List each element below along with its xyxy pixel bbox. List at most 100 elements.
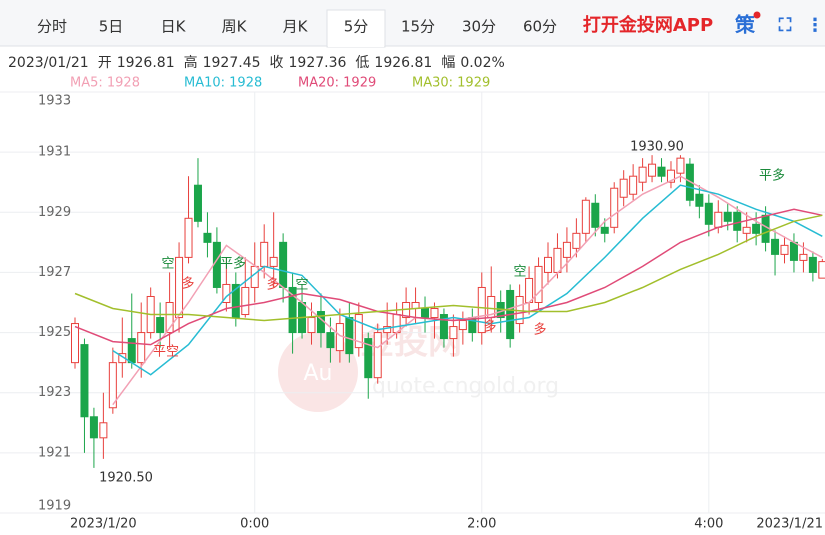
ma-line: [112, 175, 823, 406]
candle-body: [704, 202, 713, 225]
candle-body: [761, 214, 770, 243]
candle-body: [373, 332, 382, 379]
candle-body: [808, 256, 817, 273]
candle-body: [525, 277, 534, 304]
tab[interactable]: 分时: [37, 18, 67, 36]
brand[interactable]: 打开金投网APP: [583, 14, 713, 36]
candle-body: [449, 326, 458, 340]
info-label: 高: [184, 54, 198, 71]
candle-body: [695, 193, 704, 207]
candle-body: [610, 187, 619, 228]
x-tick-label: 2023/1/21: [756, 517, 823, 532]
candle-body: [771, 238, 780, 255]
candle-body: [562, 241, 571, 258]
annotation: 平多: [759, 168, 785, 184]
candle-body: [165, 302, 174, 334]
candle-body: [581, 199, 590, 234]
candle-body: [345, 317, 354, 355]
y-tick-label: 1919: [38, 499, 71, 514]
annotation: 1930.90: [630, 140, 684, 155]
candle-body: [89, 416, 98, 439]
candle-body: [619, 178, 628, 198]
x-tick-label: 2023/1/20: [70, 517, 137, 532]
candle-body: [354, 314, 363, 349]
candle-body: [260, 241, 269, 267]
info-value: 0.02%: [460, 55, 504, 71]
candle-body: [175, 256, 184, 319]
y-tick-label: 1931: [38, 145, 71, 160]
annotation: 多: [266, 277, 279, 293]
tab[interactable]: 5分: [344, 18, 369, 36]
candle-body: [572, 232, 581, 249]
candle-body: [591, 202, 600, 228]
legend-entry: MA20: 1929: [298, 76, 376, 91]
info-label: 收: [270, 55, 284, 71]
legend-entry: MA30: 1929: [412, 76, 490, 91]
watermark-text: Au: [304, 361, 333, 386]
x-tick-label: 4:00: [694, 517, 723, 532]
annotation: 空: [513, 265, 526, 280]
tab[interactable]: 60分: [523, 18, 557, 36]
ma-line: [74, 214, 823, 322]
candle-body: [458, 320, 467, 331]
info-date: 2023/01/21: [8, 55, 89, 71]
y-tick-label: 1927: [38, 265, 71, 280]
tab[interactable]: 周K: [222, 18, 248, 36]
annotation: 平多: [220, 256, 246, 272]
candle-body: [818, 261, 825, 279]
watermark-logo: [278, 332, 358, 412]
candle-body: [553, 247, 562, 273]
candle-body: [544, 256, 552, 273]
candle-body: [742, 226, 751, 234]
ma-line: [74, 208, 823, 346]
annotation: 多: [533, 322, 546, 338]
candle-body: [600, 226, 609, 234]
candle-body: [241, 286, 250, 316]
info-label: 开: [98, 55, 112, 71]
annotation: 平空: [153, 345, 179, 360]
candle-body: [137, 332, 146, 364]
annotation: 1920.50: [99, 471, 153, 486]
x-tick-label: 2:00: [467, 517, 496, 532]
ma-line: [112, 184, 823, 376]
candle-body: [638, 166, 647, 183]
candle-body: [269, 256, 278, 267]
candle-body: [364, 338, 373, 379]
candle-body: [676, 157, 685, 174]
candle-body: [156, 317, 165, 334]
notice-dot: [753, 11, 761, 19]
candle-body: [250, 265, 259, 288]
annotation: 空: [295, 278, 308, 293]
candle-body: [666, 169, 675, 183]
candle-body: [477, 286, 486, 334]
candle-body: [780, 244, 789, 255]
toolbar-icon[interactable]: ⛶: [778, 15, 792, 36]
y-tick-label: 1925: [38, 325, 71, 340]
tab-bar: [0, 0, 825, 46]
legend-entry: MA10: 1928: [184, 76, 262, 91]
tab[interactable]: 日K: [161, 18, 187, 36]
candle-body: [657, 166, 666, 177]
candle-body: [789, 241, 798, 261]
legend-entry: MA5: 1928: [70, 76, 140, 91]
y-tick-label: 1933: [38, 94, 71, 109]
tab[interactable]: 5日: [99, 18, 124, 36]
tab[interactable]: 15分: [401, 18, 435, 36]
info-value: 1927.45: [203, 55, 261, 71]
candle-body: [71, 323, 79, 364]
candle-body: [326, 332, 335, 349]
x-tick-label: 0:00: [240, 517, 269, 532]
candle-body: [439, 314, 448, 340]
y-tick-label: 1921: [38, 445, 71, 460]
toolbar-icon[interactable]: ⋮: [806, 15, 824, 36]
candle-body: [752, 223, 761, 234]
candle-body: [108, 362, 117, 409]
info-label: 幅: [441, 55, 455, 71]
watermark: Au 金投网 quote.cngold.org: [278, 323, 559, 412]
info-line: 2023/01/21 开 1926.81 高 1927.45 收 1927.36 低 1926.…: [8, 54, 505, 71]
info-value: 1926.81: [117, 55, 175, 71]
toolbar-icon[interactable]: 策: [735, 13, 756, 37]
tab[interactable]: 30分: [462, 18, 496, 36]
tab[interactable]: 月K: [283, 18, 309, 36]
